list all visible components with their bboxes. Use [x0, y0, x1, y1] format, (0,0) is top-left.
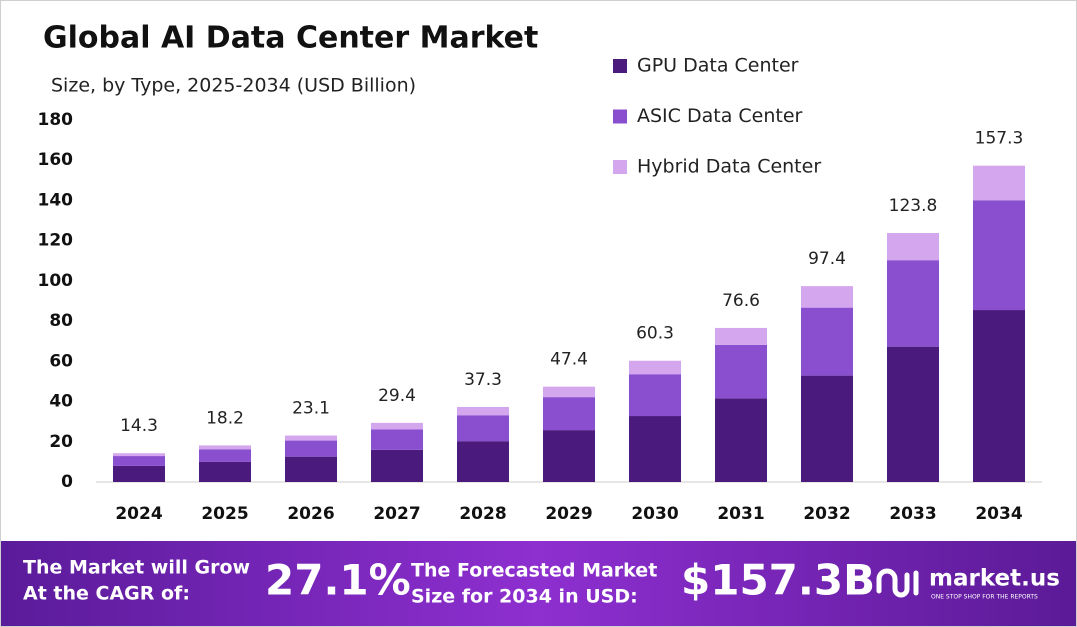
x-tick-label: 2028	[459, 504, 506, 524]
logo-icon	[876, 568, 919, 598]
bar-segment	[457, 441, 509, 482]
legend-label: ASIC Data Center	[637, 105, 803, 127]
bar-segment	[973, 165, 1025, 201]
total-label: 37.3	[464, 370, 502, 390]
bar-segment	[113, 465, 165, 482]
total-label: 97.4	[808, 249, 846, 269]
bar-segment	[973, 310, 1025, 482]
bar-segment	[973, 200, 1025, 311]
total-label: 157.3	[975, 129, 1024, 149]
x-tick-label: 2033	[889, 504, 936, 524]
bar-segment	[113, 456, 165, 466]
bar-segment	[801, 375, 853, 482]
bar-segment	[371, 429, 423, 450]
chart-subtitle: Size, by Type, 2025-2034 (USD Billion)	[51, 75, 416, 97]
total-label: 23.1	[292, 399, 330, 419]
bar-segment	[887, 233, 939, 261]
chart-title: Global AI Data Center Market	[43, 21, 538, 56]
total-label: 76.6	[722, 291, 760, 311]
bar-segment	[457, 415, 509, 442]
bar-segment	[285, 456, 337, 482]
y-tick-label: 180	[38, 110, 74, 130]
bar-segment	[371, 422, 423, 430]
bar-segment	[715, 344, 767, 399]
bar-segment	[285, 435, 337, 441]
y-tick-label: 140	[38, 190, 74, 210]
forecast-value: $157.3B	[681, 556, 875, 605]
bar-segment	[629, 374, 681, 417]
bar-segment	[629, 416, 681, 482]
legend-label: GPU Data Center	[637, 55, 799, 77]
bar-segment	[715, 327, 767, 345]
legend-swatch	[613, 109, 627, 124]
bar-segment	[543, 386, 595, 398]
bar-segment	[887, 346, 939, 482]
bar-segment	[629, 360, 681, 375]
bar-segment	[543, 430, 595, 482]
x-tick-label: 2031	[717, 504, 764, 524]
bar-segment	[457, 406, 509, 416]
y-tick-label: 20	[49, 432, 73, 452]
x-tick-label: 2034	[975, 504, 1022, 524]
plot: 0 20 40 60 80 100 120 140 160 180 GPU Data Center A…	[38, 55, 1025, 524]
banner-text: The Forecasted Market	[411, 560, 657, 582]
bar-segment	[285, 440, 337, 457]
total-label: 18.2	[206, 408, 244, 428]
total-label: 60.3	[636, 324, 674, 344]
legend-swatch	[613, 59, 627, 73]
bar-segment	[199, 445, 251, 450]
total-label: 47.4	[550, 350, 588, 370]
x-tick-label: 2030	[631, 504, 678, 524]
legend-label: Hybrid Data Center	[637, 156, 821, 178]
banner-text: At the CAGR of:	[23, 583, 190, 605]
total-label: 14.3	[120, 416, 158, 436]
x-tick-label: 2032	[803, 504, 850, 524]
y-tick-label: 120	[38, 231, 74, 251]
bar-segment	[801, 286, 853, 308]
banner-text: Size for 2034 in USD:	[411, 586, 638, 608]
brand: market.us	[929, 566, 1060, 592]
bar-segment	[199, 461, 251, 482]
bar-segment	[715, 398, 767, 482]
bar-segment	[543, 397, 595, 431]
bar-segment	[801, 307, 853, 376]
x-tick-label: 2026	[287, 504, 334, 524]
y-tick-label: 0	[61, 472, 73, 492]
bar-segment	[199, 449, 251, 462]
y-tick-label: 100	[38, 271, 74, 291]
x-tick-label: 2029	[545, 504, 592, 524]
bar-segment	[371, 449, 423, 482]
y-tick-label: 160	[38, 150, 74, 170]
total-label: 123.8	[889, 196, 938, 216]
bar-segment	[113, 453, 165, 457]
x-tick-label: 2024	[115, 504, 162, 524]
total-label: 29.4	[378, 386, 416, 406]
y-tick-label: 40	[49, 392, 73, 412]
tagline: ONE STOP SHOP FOR THE REPORTS	[931, 594, 1038, 601]
y-tick-label: 60	[49, 351, 73, 371]
y-tick-label: 80	[49, 311, 73, 331]
cagr-value: 27.1%	[265, 556, 411, 605]
x-tick-label: 2027	[373, 504, 420, 524]
bar-segment	[887, 260, 939, 347]
banner-text: The Market will Grow	[23, 557, 250, 579]
legend-swatch	[613, 160, 627, 174]
x-tick-label: 2025	[201, 504, 248, 524]
